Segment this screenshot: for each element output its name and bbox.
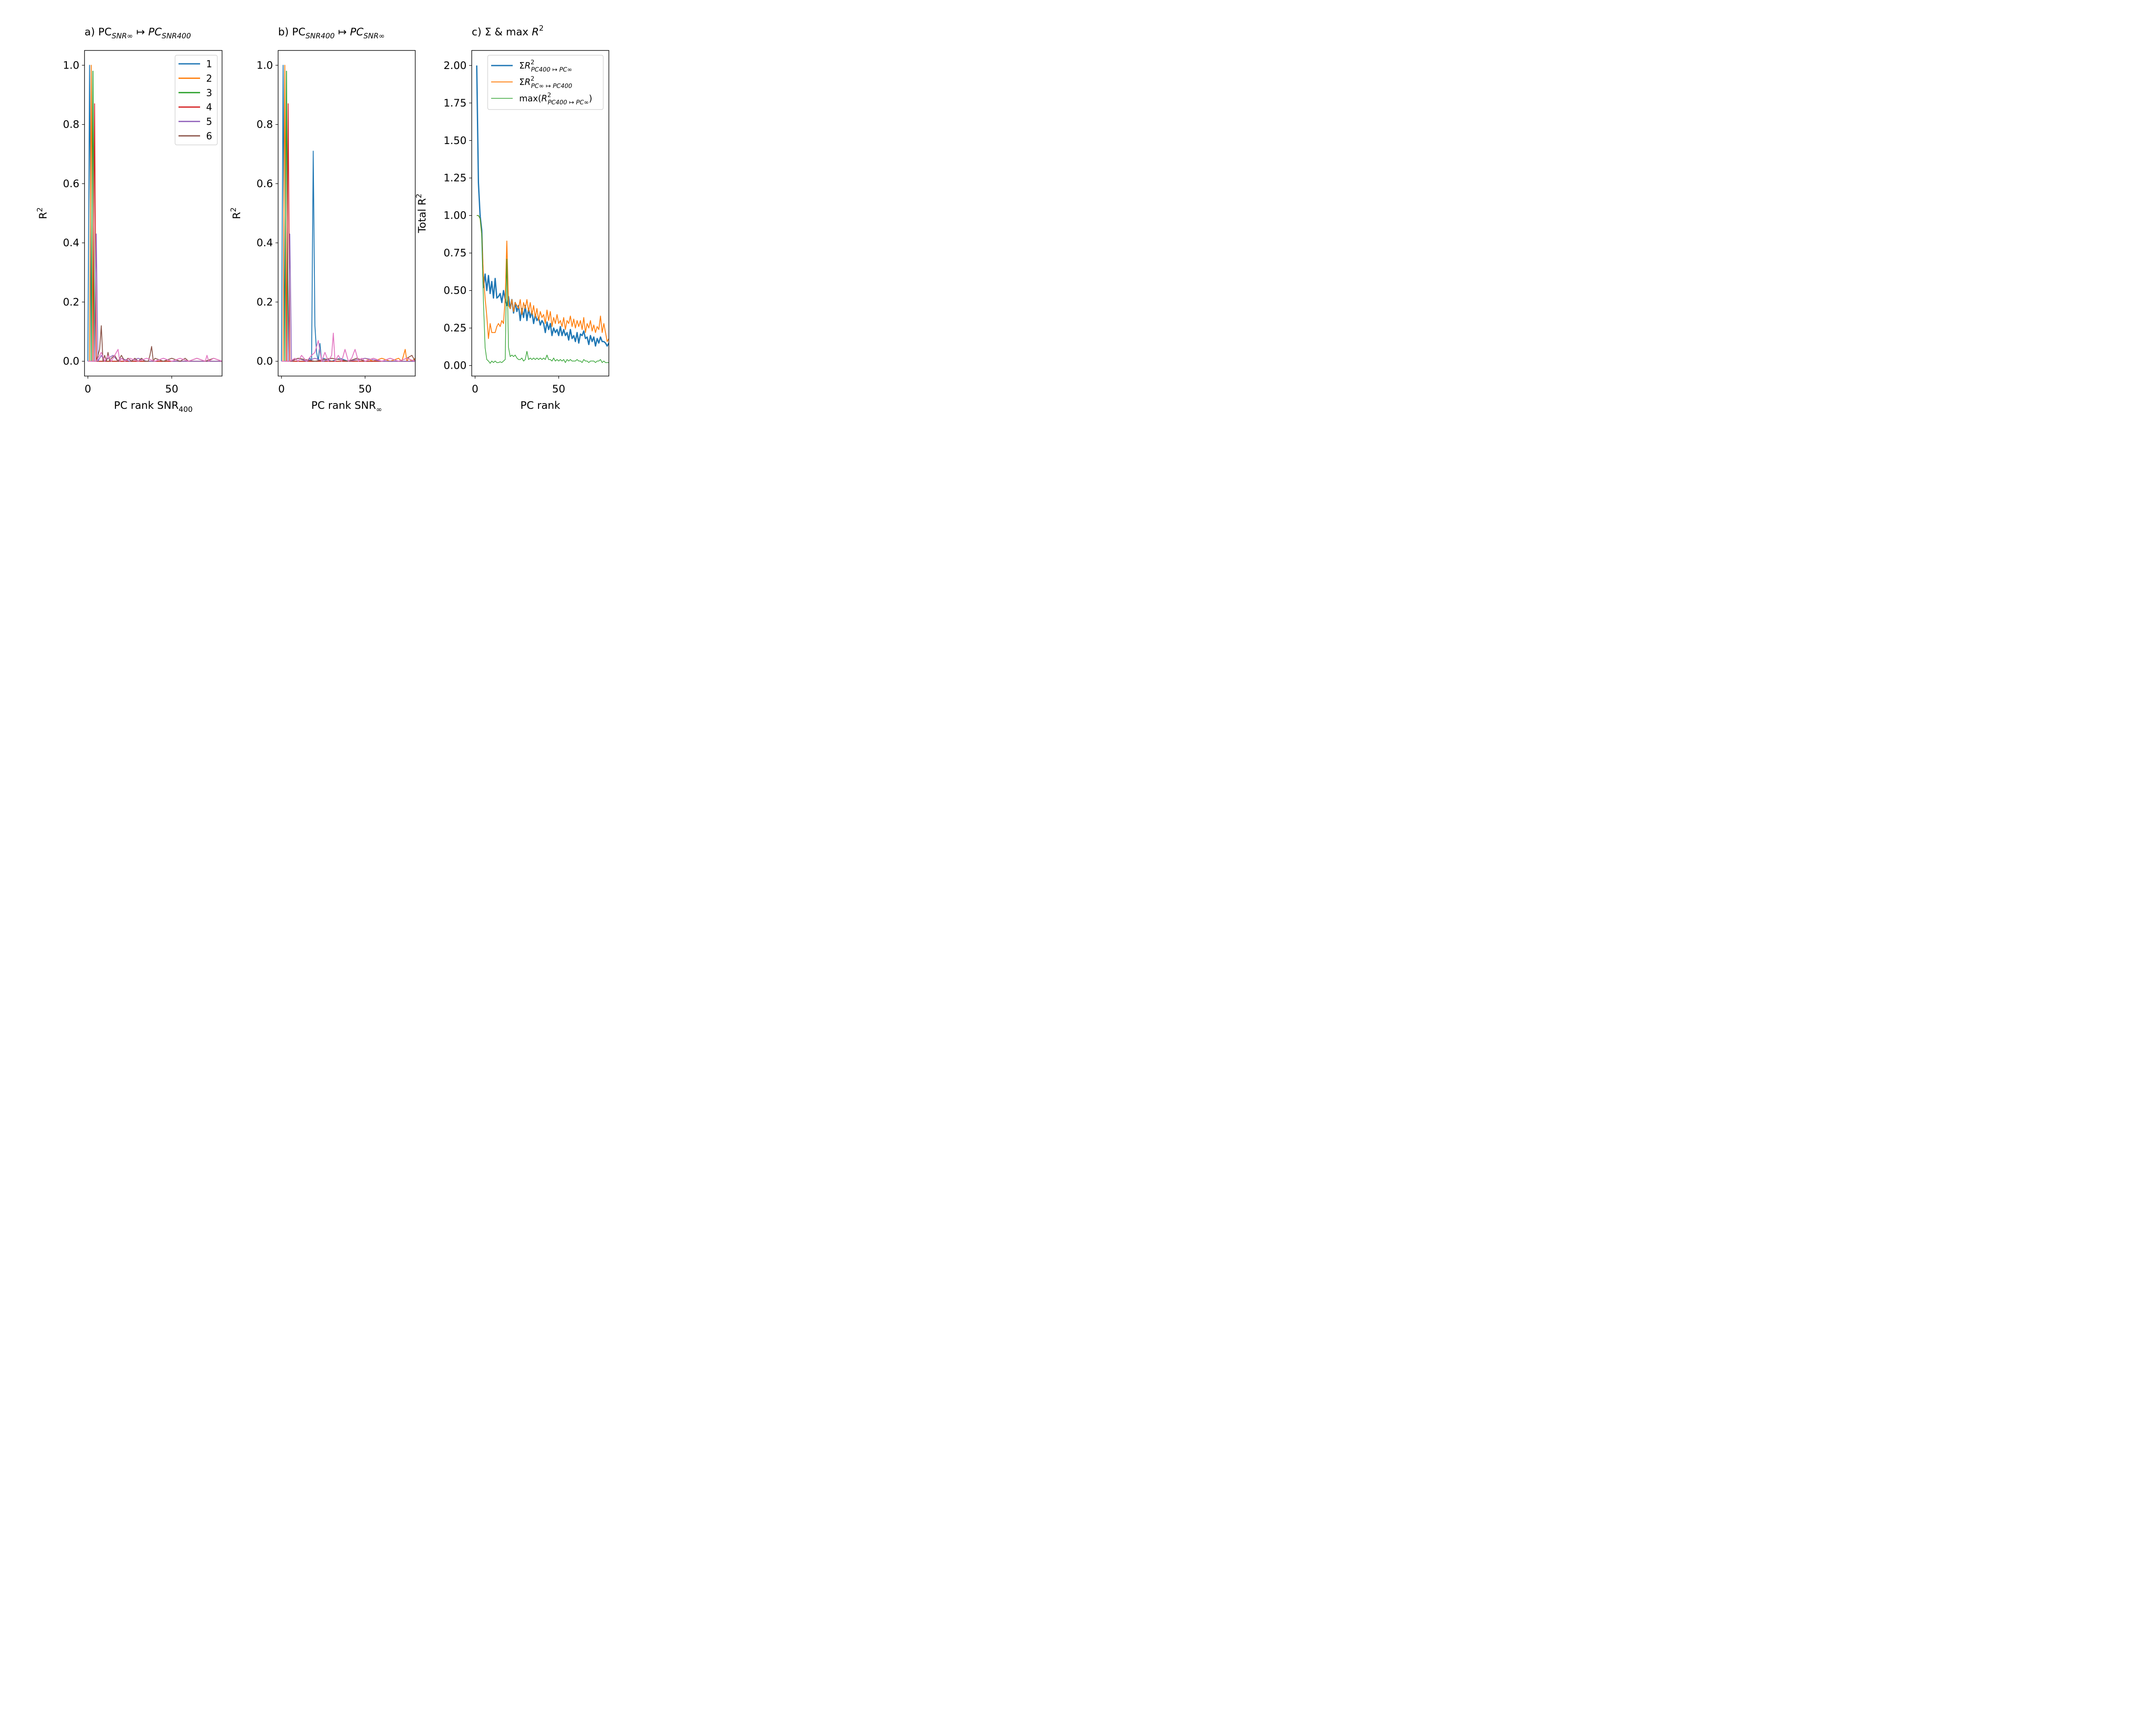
- legend-label: ΣR2 PC400 ↦ PC∞: [519, 59, 572, 73]
- y-tick-label: 0.75: [444, 247, 467, 259]
- y-tick-label: 0.0: [257, 355, 273, 367]
- plot-area: [476, 65, 609, 364]
- series-line-1: [281, 65, 415, 362]
- y-tick-label: 0.2: [257, 296, 273, 308]
- panel-1: 0 50 0.0 0.2 0.4 0.6 0.8 1.0 PC rank SNR400 R2 a) …: [36, 26, 222, 414]
- series-line-4: [92, 103, 222, 362]
- legend-label: 4: [206, 102, 212, 113]
- x-tick-label: 50: [165, 383, 179, 395]
- y-tick-label: 0.6: [257, 178, 273, 190]
- series-line-2: [282, 65, 415, 362]
- legend-label: 3: [206, 88, 212, 99]
- series-line-ΣR²PC400↦PC∞: [476, 65, 609, 347]
- panel-title: c) Σ & max R2: [472, 24, 544, 38]
- plot-area: [281, 65, 415, 362]
- y-tick-label: 1.25: [444, 172, 467, 184]
- axes-frame: [278, 50, 416, 376]
- axes-frame: [471, 50, 609, 376]
- series-line-5: [288, 233, 415, 362]
- y-tick-label: 2.00: [444, 60, 467, 72]
- y-tick-label: 0.4: [63, 237, 79, 249]
- axes-frame: [84, 50, 222, 376]
- legend-panel-a: 1 2 3 4 5 6: [175, 55, 218, 145]
- series-line-max(R²PC400↦PC∞): [476, 215, 609, 364]
- series-line-3: [284, 71, 415, 362]
- y-tick-label: 1.50: [444, 135, 467, 147]
- legend-label: ΣR2 PC∞ ↦ PC400: [519, 75, 572, 90]
- panel-title: a) PCSNR∞ ↦ PCSNR400: [85, 26, 191, 41]
- y-tick-label: 1.75: [444, 97, 467, 109]
- x-tick-label: 0: [472, 383, 478, 395]
- y-tick-label: 0.8: [63, 119, 79, 131]
- x-axis-label: PC rank SNR∞: [311, 399, 382, 414]
- y-tick-label: 1.0: [257, 59, 273, 71]
- y-tick-label: 0.2: [63, 296, 79, 308]
- x-axis-label: PC rank: [520, 399, 561, 411]
- x-tick-label: 0: [85, 383, 91, 395]
- series-line-ΣR²PC∞↦PC400: [476, 215, 609, 342]
- y-axis-label: R2: [229, 207, 243, 220]
- legend-label: max(R2 PC400 ↦ PC∞): [519, 92, 592, 106]
- y-tick-label: 0.6: [63, 178, 79, 190]
- x-tick-label: 0: [278, 383, 285, 395]
- y-axis-label: R2: [36, 207, 49, 220]
- y-tick-label: 0.4: [257, 237, 273, 249]
- x-axis-label: PC rank SNR400: [114, 399, 193, 414]
- y-axis-label: Total R2: [415, 194, 428, 233]
- panel-3: 0 50 0.00 0.25 0.50 0.75 1.00 1.25 1.50 1.75 2.00 P…: [415, 24, 609, 411]
- y-tick-label: 1.00: [444, 210, 467, 222]
- series-line-6: [96, 325, 222, 362]
- legend-panel-c: ΣR2 PC400 ↦ PC∞ ΣR2 PC∞ ↦ PC400 max(R2 PC400 …: [487, 55, 604, 110]
- series-line-5: [94, 233, 222, 362]
- y-tick-label: 0.50: [444, 285, 467, 297]
- x-tick-label: 50: [358, 383, 372, 395]
- legend-box: [487, 55, 604, 110]
- series-line-extra-6: [88, 349, 222, 362]
- figure: 0 500.00.20.40.60.81.0PC rank SNR400R2a) …: [36, 24, 609, 414]
- y-tick-label: 0.25: [444, 322, 467, 334]
- series-line-extra-6: [281, 332, 415, 362]
- y-tick-label: 0.8: [257, 119, 273, 131]
- plot-area: [87, 65, 222, 362]
- legend-label: 6: [206, 131, 212, 142]
- legend-label: 1: [206, 59, 212, 70]
- y-tick-label: 1.0: [63, 59, 79, 71]
- x-tick-label: 50: [552, 383, 565, 395]
- legend-label: 2: [206, 73, 212, 84]
- series-line-4: [286, 103, 415, 362]
- panel-2: 0 50 0.0 0.2 0.4 0.6 0.8 1.0 PC rank SNR∞ R2 b) PC…: [229, 26, 416, 414]
- panel-title: b) PCSNR400 ↦ PCSNR∞: [278, 26, 385, 41]
- legend-label: 5: [206, 117, 212, 128]
- y-tick-label: 0.00: [444, 360, 467, 372]
- y-tick-label: 0.0: [63, 355, 79, 367]
